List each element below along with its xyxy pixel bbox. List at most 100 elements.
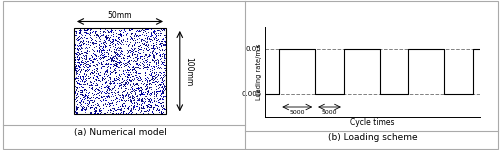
Point <box>145 48 153 51</box>
Point <box>160 87 168 89</box>
Point <box>80 72 88 75</box>
Point <box>110 61 118 63</box>
Point <box>98 96 106 98</box>
Point <box>92 88 100 91</box>
Point <box>91 106 99 109</box>
Point <box>104 92 112 94</box>
Point <box>83 90 91 92</box>
Point <box>104 91 112 93</box>
Point <box>154 39 162 41</box>
Point <box>103 40 111 42</box>
Point <box>153 63 161 66</box>
Point <box>135 63 143 65</box>
Point <box>134 73 142 75</box>
Point <box>95 55 103 58</box>
Point <box>84 99 92 102</box>
Point <box>118 54 126 56</box>
Point <box>128 54 136 57</box>
Point <box>126 42 134 44</box>
Point <box>152 78 160 80</box>
Point <box>127 42 135 45</box>
Point <box>94 72 102 75</box>
Point <box>73 89 81 91</box>
Point <box>90 53 98 56</box>
Point <box>158 80 166 82</box>
Point <box>158 99 166 101</box>
Point <box>123 63 131 66</box>
Point <box>126 50 134 52</box>
Point <box>132 70 140 72</box>
Point <box>135 102 143 105</box>
Point <box>70 86 78 88</box>
Point <box>92 107 100 110</box>
Point <box>75 76 83 78</box>
Point <box>101 86 109 88</box>
Point <box>122 105 130 107</box>
Point <box>95 38 103 40</box>
Point <box>109 59 117 61</box>
Point <box>100 46 108 48</box>
Point <box>152 59 160 61</box>
Point <box>162 88 170 90</box>
Point <box>146 91 154 94</box>
Point <box>120 84 128 87</box>
Point <box>101 72 109 74</box>
Point <box>160 42 168 44</box>
Point <box>98 53 106 56</box>
Point <box>148 101 156 104</box>
Point <box>107 82 115 85</box>
Point <box>116 79 124 81</box>
Point <box>130 45 138 47</box>
Point <box>106 49 114 52</box>
Point <box>90 68 98 71</box>
Point <box>80 28 88 31</box>
Point <box>96 94 104 97</box>
Point <box>146 100 154 102</box>
Point <box>135 74 143 77</box>
Point <box>124 51 132 53</box>
Point <box>126 84 134 87</box>
Point <box>115 112 123 115</box>
Point <box>98 90 106 92</box>
Point <box>134 50 142 52</box>
Point <box>124 75 132 77</box>
Point <box>129 106 137 108</box>
Point <box>133 62 141 64</box>
Point <box>99 54 107 57</box>
Point <box>96 43 104 45</box>
Point <box>145 80 153 83</box>
Point <box>76 66 84 69</box>
Point <box>113 39 121 42</box>
Point <box>152 32 160 34</box>
Point <box>148 47 156 50</box>
Point <box>99 47 107 49</box>
Point <box>106 58 114 61</box>
Point <box>83 77 91 79</box>
Point <box>107 110 115 112</box>
Point <box>86 73 94 75</box>
Point <box>75 42 83 45</box>
Point <box>94 103 102 106</box>
Point <box>92 42 100 45</box>
Point <box>105 95 113 97</box>
Point <box>120 90 128 93</box>
Point <box>103 89 111 92</box>
Point <box>92 82 100 85</box>
Point <box>138 107 146 110</box>
Point <box>128 50 136 52</box>
Point <box>71 41 79 43</box>
Point <box>136 56 144 58</box>
Point <box>162 40 170 43</box>
Point <box>152 82 160 84</box>
Point <box>111 81 119 84</box>
Point <box>116 49 124 51</box>
Point <box>124 73 132 75</box>
Point <box>160 44 168 47</box>
Point <box>70 82 78 84</box>
Point <box>85 69 93 72</box>
Point <box>124 84 132 86</box>
Point <box>110 63 118 66</box>
Point <box>98 77 106 80</box>
Point <box>130 51 138 53</box>
Point <box>124 78 132 80</box>
